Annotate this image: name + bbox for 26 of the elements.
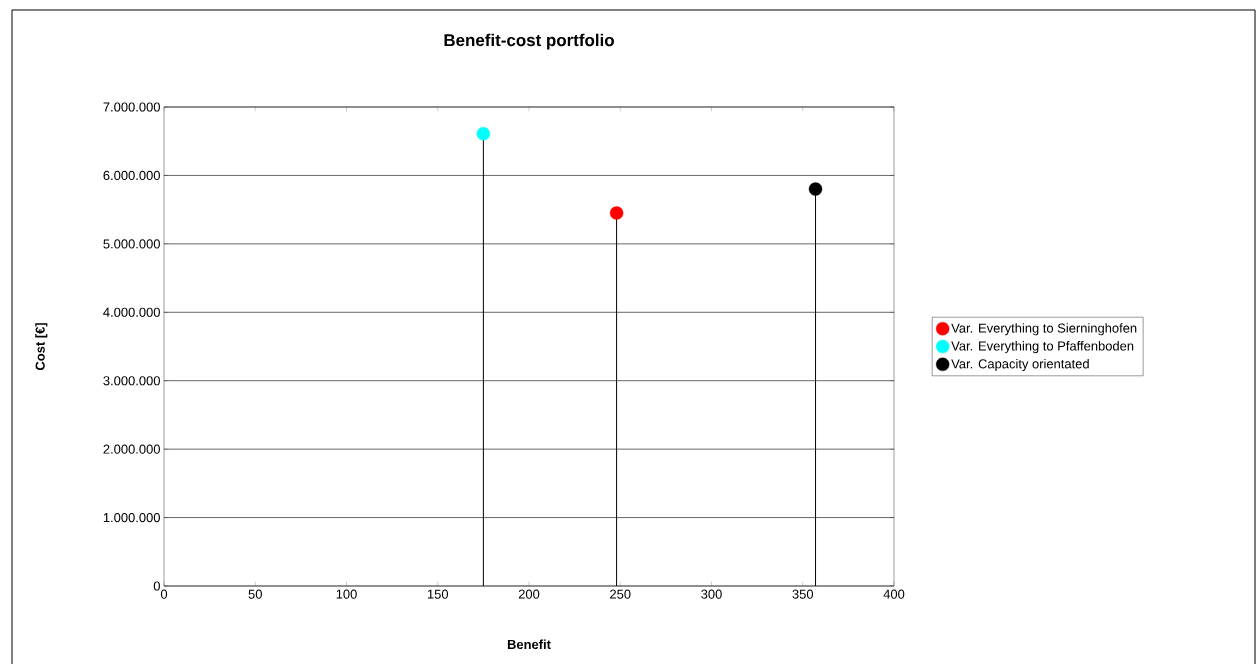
x-tick-label: 400 xyxy=(883,589,905,599)
y-tick-label: 2.000.000 xyxy=(103,444,160,454)
y-tick-label: 0 xyxy=(153,581,160,591)
y-tick-label: 7.000.000 xyxy=(103,102,160,112)
x-tick-label: 300 xyxy=(701,589,722,599)
x-tick-label: 200 xyxy=(518,589,540,599)
y-tick-label: 6.000.000 xyxy=(103,170,160,181)
point xyxy=(808,182,823,196)
x-tick-label: 350 xyxy=(792,589,814,599)
x-tick-label: 250 xyxy=(610,589,631,599)
x-axis-title: Benefit xyxy=(507,639,551,650)
y-tick-label: 1.000.000 xyxy=(103,512,160,523)
chart-title: Benefit-cost portfolio xyxy=(444,33,614,50)
x-tick-label: 0 xyxy=(160,589,168,599)
x-tick-label: 150 xyxy=(427,589,449,599)
x-tick-label: 100 xyxy=(336,589,357,599)
legend-label: Var. Capacity orientated xyxy=(951,358,1089,371)
x-tick-label: 50 xyxy=(248,589,262,599)
legend-label: Var. Everything to Pfaffenboden xyxy=(951,341,1134,354)
point xyxy=(609,206,624,220)
legend-label: Var. Everything to Sierninghofen xyxy=(951,323,1137,336)
y-axis-title: Cost [€] xyxy=(35,323,48,371)
y-tick-label: 3.000.000 xyxy=(103,376,160,386)
y-tick-label: 4.000.000 xyxy=(103,307,160,317)
y-tick-label: 5.000.000 xyxy=(103,239,160,249)
point xyxy=(476,126,491,141)
